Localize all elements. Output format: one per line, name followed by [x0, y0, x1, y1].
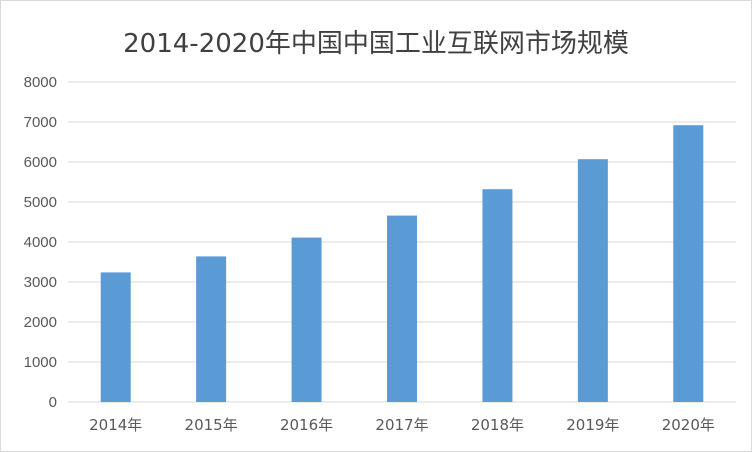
bar [482, 189, 513, 402]
chart-title: 2014-2020年中国中国工业互联网市场规模 [123, 29, 629, 59]
x-tick-label: 2018年 [471, 416, 524, 434]
y-tick-label: 7000 [24, 114, 57, 131]
y-tick-label: 6000 [24, 154, 57, 171]
y-tick-label: 5000 [24, 194, 57, 211]
y-tick-label: 2000 [24, 314, 57, 331]
x-tick-label: 2015年 [185, 416, 238, 434]
x-tick-label: 2014年 [89, 416, 142, 434]
x-tick-label: 2019年 [566, 416, 619, 434]
y-tick-label: 8000 [24, 74, 57, 91]
bar [100, 272, 131, 402]
y-tick-label: 4000 [24, 234, 57, 251]
x-tick-label: 2017年 [375, 416, 428, 434]
y-tick-label: 3000 [24, 274, 57, 291]
y-tick-label: 0 [49, 394, 57, 411]
bar [387, 215, 417, 402]
x-tick-label: 2016年 [280, 416, 333, 434]
bar [196, 256, 227, 402]
bar [673, 125, 704, 402]
bar [291, 237, 322, 402]
bar [577, 159, 608, 402]
y-tick-label: 1000 [24, 354, 57, 371]
x-tick-label: 2020年 [662, 416, 715, 434]
